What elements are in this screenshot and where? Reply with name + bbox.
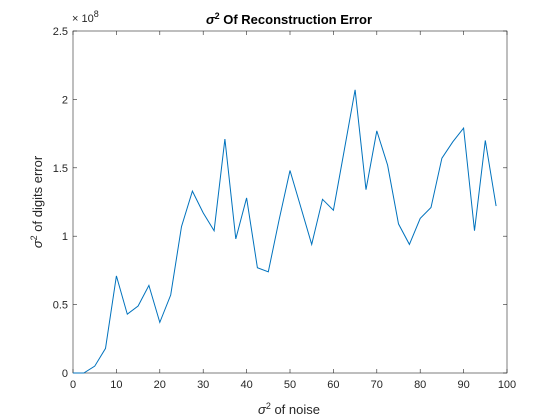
x-tick-label: 80 — [414, 379, 426, 391]
y-tick-label: 1.5 — [53, 163, 68, 175]
y-axis-ticks: 0 0.5 1 1.5 2 2.5 — [53, 26, 507, 380]
x-tick-label: 50 — [284, 379, 296, 391]
x-tick-label: 30 — [197, 379, 209, 391]
y-tick-label: 2.5 — [53, 26, 68, 38]
y-exponent-label: × 108 — [72, 9, 99, 25]
x-axis-label: σ2 of noise — [258, 401, 320, 417]
y-axis-label: σ2 of digits error — [29, 155, 45, 248]
y-tick-label: 0 — [62, 368, 68, 380]
x-tick-label: 10 — [110, 379, 122, 391]
x-tick-label: 100 — [498, 379, 516, 391]
x-tick-label: 0 — [70, 379, 76, 391]
x-tick-label: 90 — [457, 379, 469, 391]
series-line — [73, 89, 497, 374]
x-tick-label: 60 — [327, 379, 339, 391]
plot-area — [72, 30, 508, 374]
x-tick-label: 40 — [240, 379, 252, 391]
x-tick-label: 20 — [154, 379, 166, 391]
chart-title: σ2 Of Reconstruction Error — [206, 11, 372, 27]
y-tick-label: 2 — [62, 94, 68, 106]
y-tick-label: 1 — [62, 231, 68, 243]
y-tick-label: 0.5 — [53, 300, 68, 312]
x-axis-ticks: 0 10 20 30 40 50 60 70 80 90 100 — [70, 31, 516, 391]
x-tick-label: 70 — [371, 379, 383, 391]
